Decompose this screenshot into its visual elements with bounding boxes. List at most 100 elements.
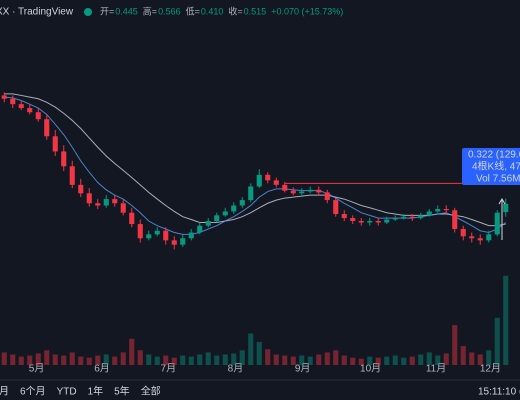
range-button[interactable]: 月	[0, 386, 9, 398]
volume-bar	[392, 355, 398, 365]
candle-body	[239, 200, 245, 206]
volume-bar	[265, 349, 271, 365]
range-button[interactable]: 1年	[88, 385, 104, 398]
candle-body	[61, 151, 67, 167]
candle-body	[358, 221, 364, 223]
volume-bar	[443, 353, 449, 365]
candle-body	[171, 240, 177, 245]
measure-text: 4根K线, 47	[472, 160, 520, 173]
candle-body	[469, 236, 475, 239]
symbol-title: XX · TradingView	[0, 7, 74, 18]
measure-text: 0.322 (129.64%	[468, 150, 520, 161]
volume-bar	[103, 354, 109, 365]
candle-body	[27, 108, 33, 113]
volume-bar	[27, 355, 33, 365]
volume-bar	[486, 350, 492, 365]
volume-bar	[197, 354, 203, 365]
candle-body	[299, 191, 305, 194]
volume-bar	[418, 354, 424, 365]
volume-bar	[333, 350, 339, 365]
volume-bar	[503, 275, 509, 365]
volume-bar	[137, 350, 143, 365]
candle-body	[503, 203, 509, 213]
volume-bar	[256, 341, 262, 365]
volume-bar	[384, 356, 390, 365]
volume-bar	[375, 357, 381, 365]
candle-body	[460, 228, 466, 237]
candle-body	[69, 166, 75, 185]
measure-arrow-head	[498, 198, 506, 205]
range-button[interactable]: YTD	[57, 387, 77, 398]
volume-bar	[44, 350, 50, 365]
range-button[interactable]: 6个月	[20, 386, 46, 398]
candle-body	[494, 212, 500, 235]
volume-bar	[282, 355, 288, 365]
volume-bar	[35, 353, 41, 365]
clock: 15:11:10 (	[478, 387, 520, 398]
volume-bar	[18, 356, 24, 365]
ohlc-value: 0.515	[244, 6, 267, 16]
candle-body	[477, 238, 483, 241]
measure-box	[462, 148, 520, 185]
volume-bar	[163, 355, 169, 365]
candle-body	[18, 104, 24, 109]
candle-body	[1, 95, 7, 99]
volume-bar	[1, 352, 7, 365]
volume-bar	[401, 357, 407, 365]
volume-bar	[409, 356, 415, 365]
candle-body	[112, 199, 118, 204]
candle-body	[418, 215, 424, 219]
candle-body	[35, 112, 41, 120]
candle-body	[273, 180, 279, 185]
candle-body	[367, 221, 373, 223]
volume-bar	[494, 317, 500, 365]
volume-bar	[129, 338, 135, 365]
volume-bar	[290, 356, 296, 365]
volume-bar	[324, 352, 330, 365]
range-button[interactable]: 5年	[114, 385, 130, 398]
ohlc-label: 开=	[100, 6, 114, 16]
candle-body	[95, 203, 101, 206]
volume-bar	[358, 358, 364, 365]
candle-body	[137, 224, 143, 239]
volume-bar	[112, 356, 118, 365]
volume-bar	[69, 352, 75, 365]
candle-body	[265, 174, 271, 181]
candle-body	[426, 211, 432, 216]
volume-bar	[52, 354, 58, 365]
volume-bar	[120, 352, 126, 365]
candle-body	[44, 119, 50, 137]
candle-body	[86, 193, 92, 204]
candle-body	[256, 174, 262, 187]
candle-body	[231, 205, 237, 212]
volume-bar	[307, 356, 313, 365]
candle-body	[290, 190, 296, 194]
volume-bar	[180, 355, 186, 365]
candle-body	[103, 199, 109, 206]
candle-body	[392, 218, 398, 220]
volume-bar	[205, 352, 211, 365]
volume-bar	[222, 354, 228, 365]
candle-body	[154, 230, 160, 235]
candle-body	[307, 189, 313, 192]
candle-body	[435, 208, 441, 212]
candle-body	[222, 211, 228, 216]
volume-bar	[367, 356, 373, 365]
volume-bar	[273, 354, 279, 365]
x-tick-label: 6月	[94, 363, 110, 375]
candle-body	[409, 216, 415, 219]
candle-body	[52, 136, 58, 152]
candle-body	[341, 214, 347, 219]
volume-bar	[350, 357, 356, 365]
candle-body	[188, 232, 194, 239]
volume-bar	[214, 355, 220, 365]
range-button[interactable]: 全部	[141, 385, 161, 398]
volume-bar	[10, 354, 16, 365]
candle-body	[205, 221, 211, 226]
ohlc-label: 低=	[186, 5, 200, 16]
volume-bar	[435, 355, 441, 365]
volume-bar	[95, 355, 101, 365]
